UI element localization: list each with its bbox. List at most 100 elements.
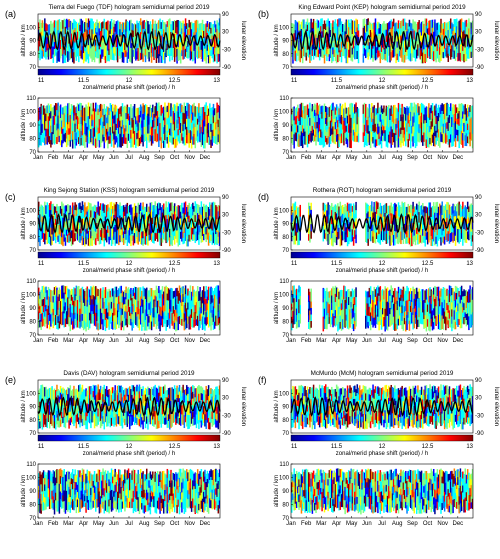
heatmap-cell [333,306,335,317]
heatmap-cell [133,311,136,318]
heatmap-cell [201,212,204,219]
heatmap-cell [212,136,215,143]
heatmap-cell [193,41,195,52]
heatmap-cell [161,131,164,138]
heatmap-cell [420,102,423,113]
heatmap-cell [332,219,334,234]
heatmap-cell [435,103,437,111]
heatmap-cell [170,210,172,220]
heatmap-cell [184,227,187,242]
heatmap-cell [88,38,91,48]
heatmap-cell [63,106,65,114]
heatmap-cell [42,233,45,242]
heatmap-cell [147,206,149,217]
heatmap-cell [430,32,433,46]
heatmap-cell [409,111,412,122]
heatmap-cell [334,46,337,62]
heatmap-cell [318,22,321,30]
heatmap-cell [407,216,409,231]
heatmap-cell [76,103,79,117]
heatmap-cell [357,108,360,118]
heatmap-cell [40,313,42,322]
heatmap-cell [152,230,154,237]
heatmap-cell [101,117,103,131]
heatmap-cell [458,133,460,141]
heatmap-cell [50,302,52,315]
heatmap-cell [295,53,298,62]
heatmap-cell [98,112,101,120]
heatmap-cell [86,206,89,212]
heatmap-cell [398,50,401,57]
heatmap-cell [53,294,56,303]
heatmap-cell [80,212,82,221]
heatmap-cell [445,233,447,241]
heatmap-cell [155,222,158,229]
heatmap-cell [75,221,78,228]
heatmap-cell [389,45,391,55]
heatmap-cell [471,235,473,242]
heatmap-cell [333,232,335,243]
heatmap-cell [418,38,420,49]
heatmap-cell [112,288,114,297]
heatmap-cell [443,119,446,128]
heatmap-cell [337,26,339,34]
heatmap-cell [413,48,416,59]
heatmap-cell [144,116,147,129]
heatmap-cell [212,123,215,130]
heatmap-cell [114,308,116,316]
heatmap-cell [129,235,131,244]
heatmap-cell [78,117,80,125]
heatmap-cell [141,218,143,226]
heatmap-cell [392,114,395,124]
panel-title: King Sejong Station (KSS) hologram semid… [44,187,215,194]
heatmap-cell [462,140,464,148]
heatmap-cell [212,116,215,124]
heatmap-cell [188,49,190,58]
heatmap-cell [414,206,417,217]
heatmap-cell [187,52,189,59]
heatmap-cell [371,201,373,212]
heatmap-cell [95,218,97,226]
heatmap-cell [368,21,371,29]
heatmap-cell [328,297,331,305]
heatmap-cell [187,309,189,317]
heatmap-cell [388,230,390,240]
heatmap-cell [217,311,220,319]
heatmap-cell [338,133,340,141]
heatmap-cell [148,115,150,125]
heatmap-cell [378,28,380,35]
heatmap-cell [176,304,178,314]
heatmap-cell [329,23,332,31]
heatmap-cell [430,121,433,130]
heatmap-cell [379,234,382,245]
heatmap-cell [465,26,468,34]
heatmap-cell [68,134,70,142]
heatmap-cell [362,27,365,37]
heatmap-cell [150,304,153,314]
heatmap-cell [349,136,351,148]
heatmap-cell [93,117,96,128]
heatmap-cell [389,108,391,121]
heatmap-cell [124,215,126,226]
heatmap-cell [101,104,103,118]
heatmap-cell [203,106,205,121]
heatmap-cell [423,206,425,213]
heatmap-cell [378,44,380,51]
heatmap-cell [87,238,90,246]
heatmap-cell [371,131,373,142]
heatmap-cell [80,18,82,27]
heatmap-cells [38,102,220,149]
heatmap-cell [446,217,448,227]
colorbar-tick-label: 11 [38,78,45,84]
heatmap-cell [327,136,329,144]
heatmap-cell [112,228,114,237]
heatmap-cell [118,288,120,297]
heatmap-cell [456,112,458,119]
heatmap-cell [206,124,209,134]
heatmap-cell [199,207,201,214]
heatmap-cell [292,116,294,127]
heatmap-cell [45,136,47,145]
heatmap-cell [42,224,45,234]
heatmap-cell [441,118,443,127]
heatmap-cell [452,51,454,59]
